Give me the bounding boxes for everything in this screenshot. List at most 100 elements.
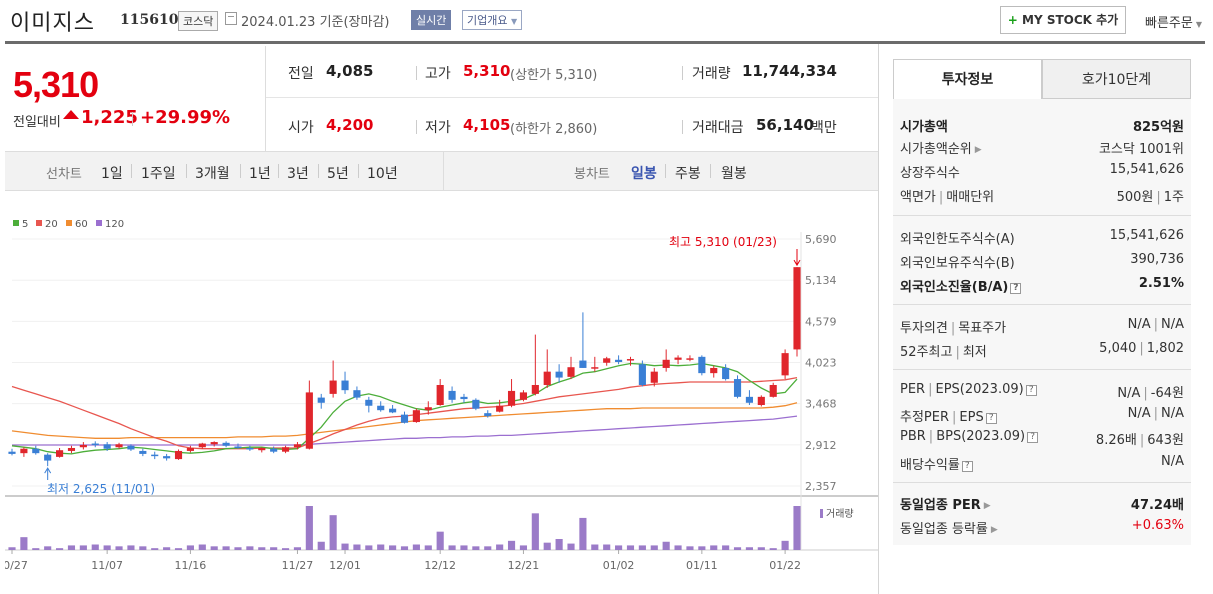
foreign-limit-value: 15,541,626 — [1109, 228, 1184, 243]
candle-body — [519, 392, 528, 400]
volume-bar — [210, 546, 218, 550]
candle-body — [603, 358, 611, 363]
tab-5year[interactable]: 5년 — [327, 166, 349, 182]
add-mystock-button[interactable]: + MY STOCK 추가 — [1000, 6, 1126, 34]
calendar-icon — [225, 12, 237, 25]
help-icon[interactable]: ? — [961, 461, 973, 472]
tab-separator — [131, 164, 132, 178]
help-icon[interactable]: ? — [1010, 283, 1022, 294]
volume-legend-swatch — [820, 509, 823, 518]
line-chart-label: 선차트 — [46, 167, 82, 182]
candle-body — [246, 447, 254, 450]
chart-legend: 5 20 60 120 — [13, 219, 124, 230]
volume-bar — [412, 544, 420, 550]
chart-tab-bar — [5, 151, 878, 191]
panel-divider — [893, 304, 1191, 305]
volume-bar — [270, 547, 278, 550]
company-info-dropdown[interactable]: 기업개요 ▼ — [462, 10, 523, 30]
legend-swatch — [36, 220, 42, 226]
candle-body — [591, 367, 599, 369]
volume-label: 거래량 — [692, 66, 731, 82]
candle-body — [781, 353, 789, 376]
stats-divider — [266, 97, 878, 98]
open-label: 시가 — [288, 120, 314, 136]
est-eps-label: EPS — [959, 410, 984, 425]
tab-10year[interactable]: 10년 — [367, 166, 398, 182]
tab-3year[interactable]: 3년 — [287, 166, 309, 182]
panel-divider — [893, 482, 1191, 483]
low-arrow-head — [44, 467, 52, 474]
candle-body — [163, 456, 171, 459]
bps-value: 643원 — [1147, 433, 1184, 448]
tab-weekly[interactable]: 주봉 — [675, 166, 701, 182]
tab-1year[interactable]: 1년 — [249, 166, 271, 182]
help-icon[interactable]: ? — [1027, 432, 1039, 443]
volume-bar — [400, 546, 409, 550]
chart-annotations: 최고 5,310 (01/23) 최저 2,625 (11/01) — [44, 235, 801, 496]
x-axis-ticks: 10/27 11/07 11/16 11/27 12/01 12/12 12/21 01/02… — [5, 550, 801, 572]
listed-shares-value: 15,541,626 — [1109, 162, 1184, 177]
candle-body — [234, 446, 242, 449]
stock-chart[interactable]: 5 20 60 120 거래량 5,690 5,134 4,579 4,023 3,468 2,… — [5, 192, 878, 577]
tab-daily[interactable]: 일봉 — [631, 166, 657, 182]
per-eps-row: PER | EPS(2023.09)? N/A | -64원 — [900, 382, 1184, 401]
volume-bar — [424, 545, 432, 550]
tab-1week[interactable]: 1주일 — [141, 166, 176, 182]
quick-order-dropdown[interactable]: 빠른주문 ▼ — [1145, 12, 1202, 31]
high-value: 5,310 — [463, 62, 511, 80]
candle-body — [793, 267, 801, 350]
plus-icon: + — [1007, 13, 1018, 27]
price-diff: 1,225 — [81, 107, 138, 128]
tab-invest-info[interactable]: 투자정보 — [893, 59, 1042, 99]
per-value: N/A — [1117, 386, 1141, 401]
candle-body — [44, 454, 52, 461]
volume-bars: 거래량 — [8, 506, 854, 550]
caret-right-icon: ▶ — [974, 145, 982, 155]
volume-bar — [436, 531, 444, 550]
volume-bar — [329, 515, 337, 550]
market-cap-rank-row[interactable]: 시가총액순위 ▶ 코스닥 1001위 — [900, 138, 1184, 160]
tab-1day[interactable]: 1일 — [101, 166, 123, 182]
open-value: 4,200 — [326, 116, 374, 134]
up-arrow-icon — [63, 110, 79, 119]
help-icon[interactable]: ? — [985, 413, 997, 424]
amount-unit: 백만 — [811, 120, 837, 136]
amount-value: 56,140 — [756, 116, 814, 134]
invest-info-panel — [893, 99, 1191, 545]
candle-body — [424, 407, 432, 411]
tab-divider — [443, 151, 444, 191]
pbr-bps-row: PBR | BPS(2023.09)? 8.26배 | 643원 — [900, 429, 1184, 448]
candle-body — [56, 450, 64, 457]
panel-divider — [893, 369, 1191, 370]
industry-rate-row[interactable]: 동일업종 등락률 ▶ +0.63% — [900, 518, 1184, 540]
help-icon[interactable]: ? — [1025, 385, 1037, 396]
candle-chart-label: 봉차트 — [574, 167, 610, 182]
candle-body — [67, 447, 76, 451]
volume-bar — [460, 545, 468, 550]
realtime-button[interactable]: 실시간 — [411, 10, 452, 30]
volume-bar — [377, 544, 385, 550]
industry-per-label: 동일업종 PER — [900, 498, 981, 513]
tab-hoga[interactable]: 호가10단계 — [1042, 59, 1191, 99]
industry-per-row[interactable]: 동일업종 PER ▶ 47.24배 — [900, 494, 1184, 516]
opinion-label: 투자의견 — [900, 321, 948, 336]
volume-bar — [543, 542, 551, 550]
low-annotation: 최저 2,625 (11/01) — [47, 482, 155, 496]
volume-bar — [591, 544, 599, 550]
x-tick-label: 01/22 — [769, 559, 801, 572]
tab-monthly[interactable]: 월봉 — [721, 166, 747, 182]
volume-bar — [365, 545, 373, 550]
industry-rate-value: +0.63% — [1131, 518, 1184, 533]
candle-body — [91, 443, 99, 446]
market-cap-rank-label: 시가총액순위 — [900, 142, 972, 157]
candle-body — [353, 390, 361, 398]
volume-bar — [341, 543, 349, 550]
candle-body — [567, 367, 575, 377]
quick-order-label: 빠른주문 — [1145, 16, 1193, 31]
volume-bar — [127, 545, 135, 550]
eps-label: EPS(2023.09) — [935, 382, 1024, 397]
amount-label: 거래대금 — [692, 120, 744, 136]
stat-separator — [682, 66, 683, 80]
tab-3month[interactable]: 3개월 — [195, 166, 230, 182]
market-cap-rank-value: 코스닥 1001위 — [1098, 142, 1184, 157]
